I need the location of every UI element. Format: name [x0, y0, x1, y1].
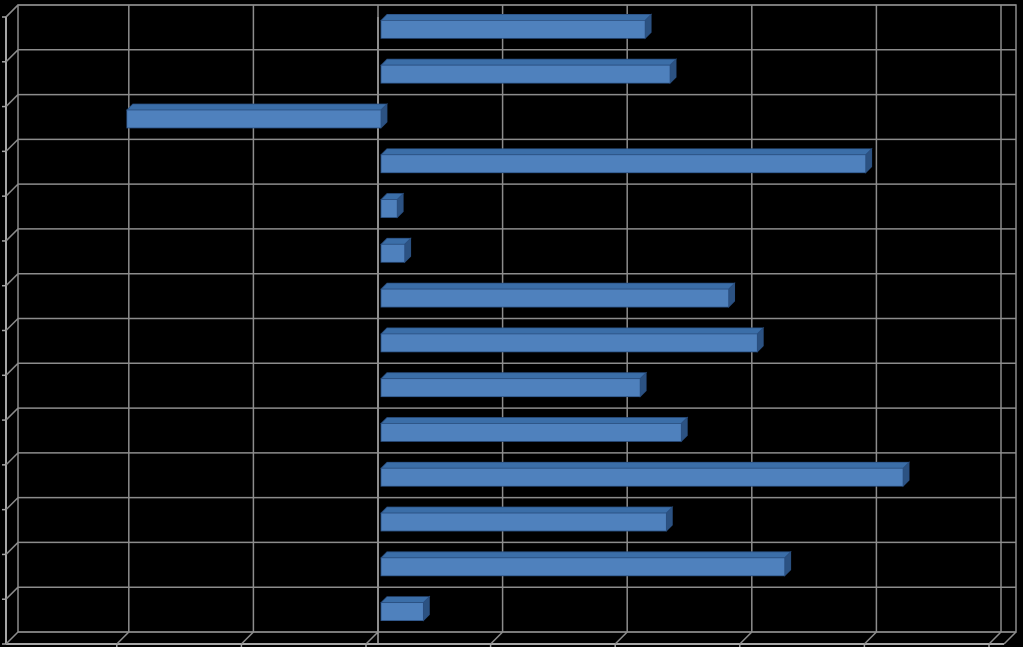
floor-gridline: [739, 631, 753, 645]
side-wall-gridline: [5, 541, 19, 555]
bar: [380, 371, 648, 398]
bar-top-face: [380, 372, 648, 380]
bar-front-face: [380, 512, 667, 532]
side-wall-gridline: [5, 273, 19, 287]
side-wall-gridline: [5, 362, 19, 376]
bar: [380, 282, 736, 309]
side-wall-gridline: [5, 138, 19, 152]
bar: [380, 506, 674, 533]
side-wall-gridline: [5, 228, 19, 242]
bar-top-face: [380, 58, 678, 66]
bar: [380, 58, 678, 85]
bar-top-face: [380, 551, 792, 559]
bar: [380, 237, 412, 264]
floor-gridline: [614, 631, 628, 645]
floor-gridline: [863, 631, 877, 645]
bar-front-face: [380, 333, 758, 353]
bar-front-face: [380, 467, 904, 487]
bar: [380, 461, 911, 488]
bar-front-face: [380, 154, 867, 174]
bar: [380, 192, 405, 219]
bar-top-face: [380, 148, 873, 156]
side-wall-gridline: [5, 94, 19, 108]
bar-front-face: [380, 602, 424, 622]
bar-front-face: [380, 19, 646, 39]
floor-gridline: [490, 631, 504, 645]
side-wall-gridline: [5, 631, 19, 645]
bar-top-face: [380, 417, 689, 424]
bar: [380, 13, 653, 40]
floor-gridline: [988, 631, 1002, 645]
bar-front-face: [380, 423, 682, 442]
bar: [380, 550, 792, 577]
bar-top-face: [380, 506, 674, 514]
bar-top-face: [380, 13, 653, 21]
side-wall-gridline: [5, 497, 19, 511]
side-wall-gridline: [5, 407, 19, 421]
bar: [380, 416, 689, 443]
bar: [380, 326, 765, 353]
bar: [380, 595, 431, 622]
bar-top-face: [380, 596, 431, 604]
bar-front-face: [380, 557, 786, 577]
bars: [125, 13, 911, 622]
floor-gridline: [240, 631, 254, 645]
bar: [125, 102, 388, 129]
gridlines: [2, 4, 1017, 647]
side-wall-gridline: [5, 183, 19, 197]
bar-top-face: [380, 327, 765, 335]
floor-right-edge: [1003, 631, 1017, 645]
bar-top-face: [380, 282, 736, 290]
bar: [380, 147, 873, 174]
bar-front-face: [380, 64, 671, 84]
bar-front-face: [380, 199, 398, 218]
bar-top-face: [125, 103, 388, 111]
floor-gridline: [116, 631, 130, 645]
side-wall-gridline: [5, 49, 19, 63]
side-wall-gridline: [5, 317, 19, 332]
bar-front-face: [126, 109, 382, 129]
floor-gridline: [365, 631, 379, 645]
bar-front-face: [380, 378, 641, 398]
side-wall-gridline: [5, 586, 19, 600]
side-wall-gridline: [5, 4, 19, 18]
side-wall-gridline: [5, 452, 19, 466]
bar-top-face: [380, 461, 911, 469]
bar-front-face: [380, 288, 730, 308]
bar-front-face: [380, 243, 406, 263]
